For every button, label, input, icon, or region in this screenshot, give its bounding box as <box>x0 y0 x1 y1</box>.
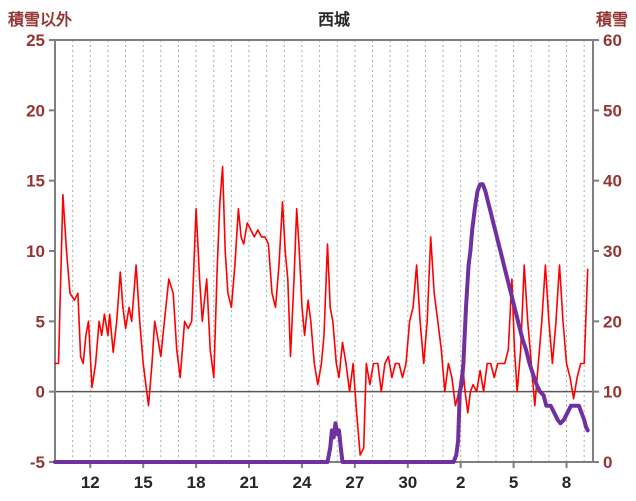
left-axis-tick-label: 5 <box>36 312 45 331</box>
x-axis-tick-label: 5 <box>509 473 518 492</box>
right-axis-tick-label: 40 <box>603 172 622 191</box>
left-axis-tick-label: 25 <box>26 31 45 50</box>
left-axis-tick-label: -5 <box>30 453 45 472</box>
x-axis-tick-label: 8 <box>562 473 571 492</box>
x-axis-tick-label: 18 <box>187 473 206 492</box>
snow-depth-line <box>53 182 590 464</box>
other-than-snow-line <box>54 165 589 456</box>
left-axis-tick-label: 10 <box>26 242 45 261</box>
left-axis-tick-label: 20 <box>26 101 45 120</box>
plot-frame <box>54 39 594 463</box>
right-axis-tick-label: 0 <box>603 453 612 472</box>
left-axis-tick-label: 15 <box>26 172 45 191</box>
right-axis-tick-label: 60 <box>603 31 622 50</box>
right-axis-tick-label: 30 <box>603 242 622 261</box>
right-axis-tick-label: 10 <box>603 383 622 402</box>
right-axis-tick-label: 20 <box>603 312 622 331</box>
x-axis-tick-label: 21 <box>240 473 259 492</box>
x-axis-tick-label: 12 <box>81 473 100 492</box>
x-axis-tick-label: 2 <box>456 473 465 492</box>
x-axis-tick-label: 27 <box>345 473 364 492</box>
x-axis-tick-label: 24 <box>292 473 311 492</box>
x-axis-tick-label: 15 <box>134 473 153 492</box>
x-axis-tick-label: 30 <box>398 473 417 492</box>
right-axis-tick-label: 50 <box>603 101 622 120</box>
left-axis-tick-label: 0 <box>36 383 45 402</box>
